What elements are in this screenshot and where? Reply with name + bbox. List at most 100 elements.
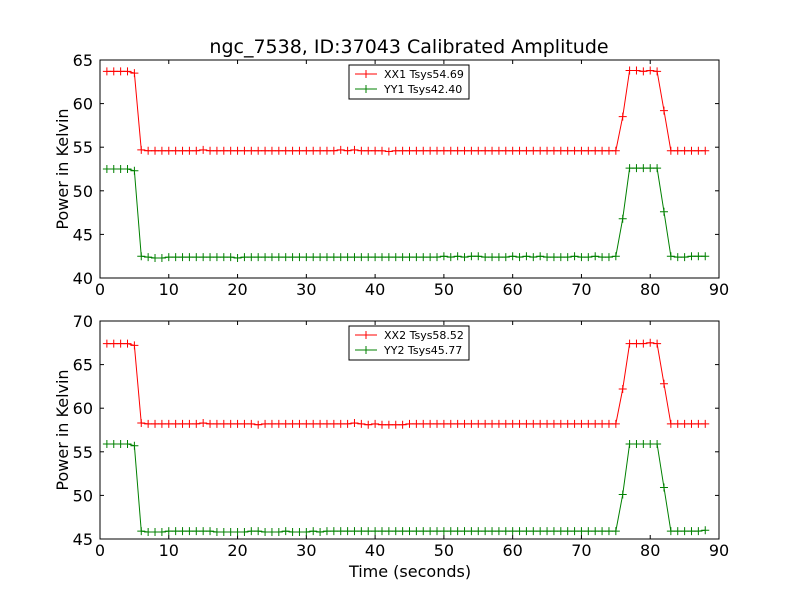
data-point <box>604 419 613 428</box>
data-point <box>666 146 675 155</box>
data-point <box>364 420 373 429</box>
data-point <box>577 253 586 262</box>
data-point <box>481 146 490 155</box>
data-point <box>584 253 593 262</box>
data-point <box>508 146 517 155</box>
y-tick-label: 55 <box>73 138 93 157</box>
data-point <box>261 528 270 537</box>
data-point <box>254 527 263 536</box>
data-point <box>336 145 345 154</box>
data-point <box>653 67 662 76</box>
data-point <box>144 253 153 262</box>
y-tick-label: 50 <box>73 182 93 201</box>
data-point <box>460 253 469 262</box>
data-point <box>412 253 421 262</box>
data-point <box>267 146 276 155</box>
data-point <box>247 146 256 155</box>
data-point <box>694 252 703 261</box>
data-point <box>412 527 421 536</box>
data-point <box>529 253 538 262</box>
data-point <box>501 527 510 536</box>
data-point <box>529 419 538 428</box>
data-point <box>295 528 304 537</box>
data-point <box>446 253 455 262</box>
data-point <box>474 419 483 428</box>
data-point <box>522 419 531 428</box>
x-tick-label: 90 <box>709 541 729 560</box>
data-point <box>439 146 448 155</box>
data-point <box>481 527 490 536</box>
data-point <box>653 439 662 448</box>
data-point <box>419 527 428 536</box>
data-point <box>316 528 325 537</box>
data-point <box>267 253 276 262</box>
x-tick-label: 0 <box>95 280 105 299</box>
x-tick-label: 40 <box>365 541 385 560</box>
data-point <box>488 146 497 155</box>
data-point <box>687 419 696 428</box>
data-point <box>185 419 194 428</box>
data-point <box>309 527 318 536</box>
data-point <box>316 146 325 155</box>
data-point <box>343 527 352 536</box>
data-point <box>549 419 558 428</box>
data-point <box>116 339 125 348</box>
data-point <box>274 528 283 537</box>
data-point <box>439 252 448 261</box>
data-point <box>295 419 304 428</box>
data-point <box>322 146 331 155</box>
data-point <box>102 439 111 448</box>
data-point <box>116 67 125 76</box>
data-point <box>474 252 483 261</box>
data-point <box>694 419 703 428</box>
data-point <box>233 253 242 262</box>
data-point <box>377 420 386 429</box>
x-tick-label: 10 <box>159 280 179 299</box>
data-point <box>639 439 648 448</box>
data-point <box>508 419 517 428</box>
y-tick-label: 60 <box>73 399 93 418</box>
data-point <box>350 419 359 428</box>
data-point <box>240 146 249 155</box>
data-point <box>543 527 552 536</box>
legend-entry: YY1 Tsys42.40 <box>383 83 462 96</box>
x-tick-label: 10 <box>159 541 179 560</box>
data-point <box>391 527 400 536</box>
data-point <box>680 253 689 262</box>
data-point <box>137 527 146 536</box>
data-point <box>109 67 118 76</box>
data-point <box>309 253 318 262</box>
data-point <box>123 165 132 173</box>
data-point <box>102 67 111 76</box>
data-point <box>391 253 400 262</box>
data-point <box>226 253 235 262</box>
data-point <box>639 67 648 76</box>
data-point <box>563 253 572 262</box>
data-point <box>453 419 462 428</box>
data-point <box>549 253 558 262</box>
data-point <box>481 419 490 428</box>
data-point <box>329 527 338 536</box>
data-point <box>653 339 662 348</box>
data-point <box>384 527 393 536</box>
data-point <box>701 146 710 155</box>
data-point <box>151 253 160 262</box>
data-point <box>536 146 545 155</box>
data-point <box>474 146 483 155</box>
data-point <box>357 527 366 536</box>
data-point <box>357 253 366 262</box>
legend-entry: YY2 Tsys45.77 <box>383 344 462 357</box>
data-point <box>501 146 510 155</box>
data-point <box>494 146 503 155</box>
data-point <box>604 253 613 262</box>
x-tick-label: 30 <box>296 541 316 560</box>
data-point <box>157 253 166 262</box>
data-point <box>233 419 242 428</box>
data-point <box>178 527 187 536</box>
data-point <box>178 419 187 428</box>
data-point <box>254 420 263 429</box>
data-point <box>673 253 682 262</box>
data-point <box>701 526 710 535</box>
legend-entry: XX2 Tsys58.52 <box>384 329 464 342</box>
data-point <box>673 527 682 536</box>
